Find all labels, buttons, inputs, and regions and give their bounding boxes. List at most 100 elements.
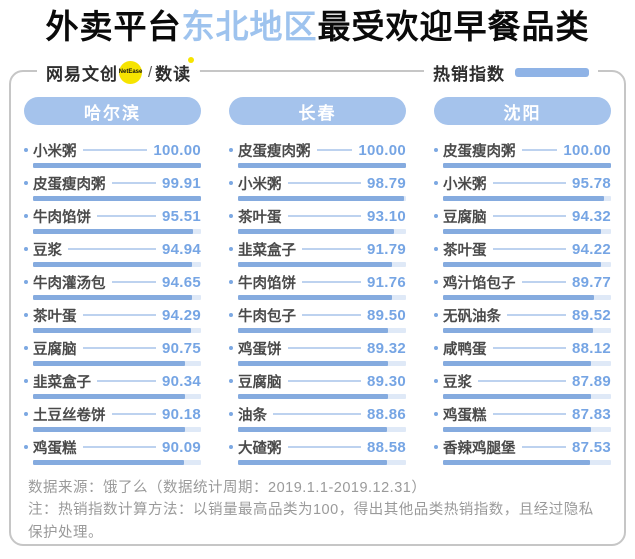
item-value: 95.78 — [571, 174, 611, 192]
item-line: 大碴粥 88.58 — [229, 437, 406, 457]
bar-fill — [238, 460, 387, 465]
bar-fill — [443, 262, 602, 267]
item-line: 皮蛋瘦肉粥 100.00 — [229, 140, 406, 160]
ranking-row: 鸡蛋饼 89.32 — [229, 338, 406, 366]
item-value: 90.75 — [161, 339, 201, 357]
bullet-icon — [24, 247, 28, 251]
item-value: 88.58 — [366, 438, 406, 456]
item-name: 小米粥 — [443, 176, 487, 193]
leader-line — [302, 248, 361, 250]
bullet-icon — [24, 379, 28, 383]
bullet-icon — [24, 313, 28, 317]
bar-fill — [33, 196, 201, 201]
bar-fill — [33, 394, 185, 399]
leader-line — [302, 314, 361, 316]
bar-fill — [238, 361, 389, 366]
bar-track — [238, 394, 406, 399]
bullet-icon — [434, 280, 438, 284]
bar-track — [238, 163, 406, 168]
leader-line — [287, 215, 361, 217]
bar-fill — [33, 361, 186, 366]
item-value: 88.86 — [366, 405, 406, 423]
bullet-icon — [229, 247, 233, 251]
bar-fill — [443, 394, 591, 399]
bar-fill — [443, 460, 591, 465]
leader-line — [111, 413, 156, 415]
item-name: 皮蛋瘦肉粥 — [33, 176, 106, 193]
item-value: 94.29 — [161, 306, 201, 324]
bar-track — [238, 262, 406, 267]
bar-fill — [238, 196, 404, 201]
item-value: 94.22 — [571, 240, 611, 258]
item-value: 87.83 — [571, 405, 611, 423]
item-value: 95.51 — [161, 207, 201, 225]
item-name: 鸡蛋糕 — [33, 440, 77, 457]
bar-track — [443, 262, 611, 267]
bar-fill — [33, 460, 185, 465]
item-line: 鸡汁馅包子 89.77 — [434, 272, 611, 292]
bar-fill — [238, 229, 395, 234]
city-columns: 哈尔滨 小米粥 100.00 皮蛋瘦肉粥 99.91 牛肉馅饼 95.51 豆浆 94.94 牛肉… — [11, 72, 624, 470]
bullet-icon — [434, 346, 438, 350]
bullet-icon — [434, 214, 438, 218]
ranking-row: 鸡蛋糕 87.83 — [434, 404, 611, 432]
bar-track — [443, 394, 611, 399]
item-line: 小米粥 95.78 — [434, 173, 611, 193]
ranking-row: 皮蛋瘦肉粥 100.00 — [229, 140, 406, 168]
bar-fill — [33, 163, 201, 168]
item-line: 牛肉灌汤包 94.65 — [24, 272, 201, 292]
leader-line — [492, 215, 566, 217]
item-value: 94.32 — [571, 207, 611, 225]
bar-fill — [443, 196, 604, 201]
ranking-row: 豆腐脑 94.32 — [434, 206, 611, 234]
bar-track — [443, 361, 611, 366]
leader-line — [478, 380, 566, 382]
leader-line — [287, 446, 361, 448]
bar-fill — [33, 427, 185, 432]
bullet-icon — [434, 181, 438, 185]
bar-track — [238, 427, 406, 432]
leader-line — [82, 314, 156, 316]
item-line: 豆腐脑 90.75 — [24, 338, 201, 358]
item-line: 豆浆 94.94 — [24, 239, 201, 259]
leader-line — [287, 182, 361, 184]
ranking-row: 无矾油条 89.52 — [434, 305, 611, 333]
ranking-row: 鸡汁馅包子 89.77 — [434, 272, 611, 300]
item-line: 无矾油条 89.52 — [434, 305, 611, 325]
item-name: 豆浆 — [33, 242, 62, 259]
bullet-icon — [24, 280, 28, 284]
title-suffix: 最受欢迎早餐品类 — [317, 8, 590, 45]
city-header-pill: 长春 — [229, 97, 406, 125]
bar-track — [33, 361, 201, 366]
ranking-row: 豆浆 94.94 — [24, 239, 201, 267]
bar-track — [443, 427, 611, 432]
methodology-note: 注：热销指数计算方法：以销量最高品类为100，得出其他品类热销指数，且经过隐私保… — [28, 502, 594, 541]
ranking-row: 香辣鸡腿堡 87.53 — [434, 437, 611, 465]
yellow-dot-icon — [188, 56, 195, 63]
bar-fill — [238, 262, 393, 267]
title-highlight: 东北地区 — [181, 8, 318, 45]
item-value: 91.76 — [366, 273, 406, 291]
bar-track — [33, 394, 201, 399]
item-line: 鸡蛋糕 90.09 — [24, 437, 201, 457]
ranking-row: 皮蛋瘦肉粥 99.91 — [24, 173, 201, 201]
bar-track — [443, 163, 611, 168]
item-name: 油条 — [238, 407, 267, 424]
bullet-icon — [229, 445, 233, 449]
leader-line — [521, 149, 558, 151]
leader-line — [492, 248, 566, 250]
bar-fill — [33, 328, 192, 333]
item-name: 韭菜盒子 — [238, 242, 296, 259]
item-line: 茶叶蛋 93.10 — [229, 206, 406, 226]
item-line: 豆腐脑 89.30 — [229, 371, 406, 391]
brand-suffix-label: 数读 — [155, 64, 192, 84]
title-prefix: 外卖平台 — [45, 8, 182, 45]
bar-fill — [443, 328, 594, 333]
bar-track — [443, 460, 611, 465]
bar-track — [238, 229, 406, 234]
brand-logo: 网易文创 NetEase / 数读 — [37, 56, 201, 85]
bullet-icon — [434, 445, 438, 449]
netease-badge-icon: NetEase — [119, 60, 142, 84]
item-line: 咸鸭蛋 88.12 — [434, 338, 611, 358]
item-line: 鸡蛋饼 89.32 — [229, 338, 406, 358]
